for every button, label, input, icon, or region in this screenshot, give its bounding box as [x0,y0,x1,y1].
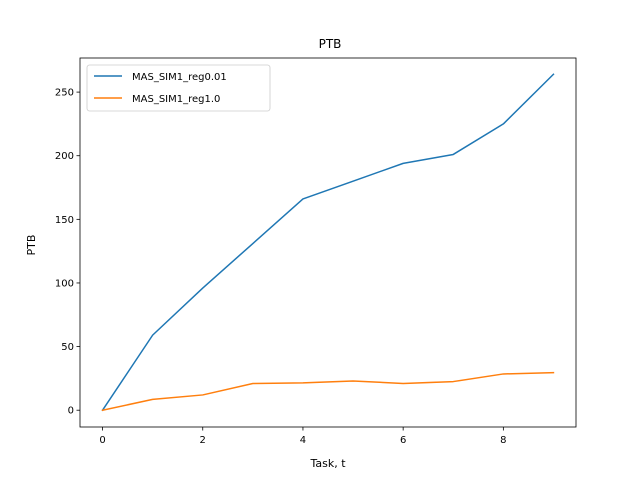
x-tick-label: 2 [200,435,206,446]
series-line-1 [101,371,555,412]
y-tick-label: 50 [61,342,74,353]
axes-frame [79,57,577,428]
x-tick-label: 6 [400,435,406,446]
y-tick-label: 250 [55,88,74,99]
x-axis-label: Task, t [309,457,346,470]
y-tick-label: 100 [55,278,74,289]
y-tick-label: 0 [68,406,74,417]
legend-label-1: MAS_SIM1_reg1.0 [132,94,220,105]
chart-title: PTB [319,37,342,51]
y-tick-label: 200 [55,151,74,162]
legend-label-0: MAS_SIM1_reg0.01 [132,72,227,83]
legend: MAS_SIM1_reg0.01 MAS_SIM1_reg1.0 [86,64,271,112]
plot-area: 0 2 4 6 8 0 50 100 150 200 250 [55,57,577,446]
x-tick-label: 8 [500,435,506,446]
legend-box [86,64,271,112]
x-tick-label: 0 [99,435,105,446]
y-axis-label: PTB [25,235,38,256]
series-line-0 [101,73,555,412]
y-tick-label: 150 [55,215,74,226]
x-tick-label: 4 [300,435,306,446]
